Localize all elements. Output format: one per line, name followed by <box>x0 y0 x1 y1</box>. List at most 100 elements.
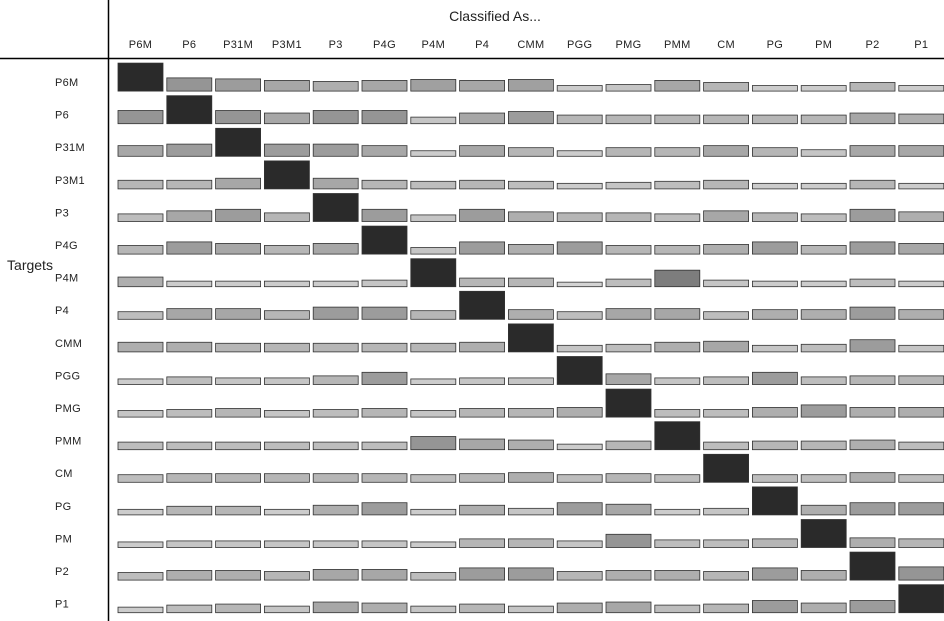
cell-pmg-cmm <box>507 408 554 418</box>
cell-p31m-p3m1 <box>263 143 310 157</box>
cell-pm-p4m <box>410 541 457 548</box>
cell-p4m-p3m1 <box>263 280 310 288</box>
cell-pg-p1 <box>898 502 944 516</box>
cell-p3-p4g <box>361 208 408 222</box>
cell-p6m-pm <box>800 85 847 92</box>
cell-p6-cm <box>703 114 749 125</box>
cell-p1-p2 <box>849 600 896 614</box>
cell-pm-cm <box>703 539 749 548</box>
cell-p6-p4 <box>459 112 506 125</box>
column-label-p4: P4 <box>475 39 489 51</box>
cell-p1-p3m1 <box>263 605 310 614</box>
cell-cm-p1 <box>898 474 944 483</box>
cell-p4-cm <box>703 311 749 320</box>
cell-pmg-pmg <box>605 388 652 418</box>
cell-cm-p3 <box>312 473 359 483</box>
cell-p3-pmm <box>654 213 701 222</box>
cell-p4m-pg <box>752 280 798 288</box>
cell-p6m-pmg <box>605 84 652 92</box>
cell-p4-p6m <box>117 311 164 320</box>
cell-cm-p4m <box>410 474 457 483</box>
cell-p3-p4 <box>459 208 506 222</box>
cell-cmm-p31m <box>215 342 262 353</box>
cell-p4g-p6 <box>166 241 213 255</box>
cell-p2-p3m1 <box>263 571 310 581</box>
cell-p3m1-p6 <box>166 179 213 190</box>
cell-pg-pmg <box>605 503 652 516</box>
cell-pmm-p6m <box>117 441 164 451</box>
row-label-pmm: PMM <box>55 436 82 448</box>
cell-pmm-p4 <box>459 438 506 451</box>
column-label-p2: P2 <box>865 39 879 51</box>
cell-p4-p3m1 <box>263 310 310 320</box>
cell-pgg-p2 <box>849 375 896 385</box>
cell-p2-cmm <box>507 567 554 581</box>
cell-p3-p4m <box>410 214 457 222</box>
cell-p4m-p4g <box>361 279 408 288</box>
cell-cmm-p1 <box>898 344 944 353</box>
cell-p6-pgg <box>556 114 603 125</box>
cell-p4m-p2 <box>849 278 896 288</box>
cell-pmm-p1 <box>898 441 944 451</box>
cell-p2-p1 <box>898 566 944 581</box>
cell-p2-pg <box>752 567 798 581</box>
cell-cmm-p3 <box>312 342 359 353</box>
column-label-pmg: PMG <box>616 39 642 51</box>
cell-p4g-pmg <box>605 245 652 255</box>
cell-p6-pg <box>752 114 798 125</box>
cell-p6m-pgg <box>556 85 603 92</box>
cell-p6-p6 <box>166 95 213 125</box>
cell-p4g-p4m <box>410 247 457 255</box>
cell-p4m-p1 <box>898 280 944 288</box>
cell-p2-p2 <box>849 551 896 581</box>
cell-pgg-p1 <box>898 375 944 385</box>
cell-p6-p3m1 <box>263 112 310 125</box>
cell-p4-p31m <box>215 308 262 320</box>
cell-p4m-pmg <box>605 278 652 288</box>
cell-p2-p4m <box>410 572 457 581</box>
cell-p4m-p6m <box>117 276 164 288</box>
cell-pmm-p2 <box>849 439 896 451</box>
cell-p3m1-p2 <box>849 179 896 190</box>
cell-pg-p4m <box>410 508 457 516</box>
cell-p6-pm <box>800 114 847 125</box>
cell-p1-p4m <box>410 605 457 614</box>
cell-p31m-p6 <box>166 143 213 157</box>
row-header: Targets <box>7 257 53 273</box>
cell-pg-p4g <box>361 502 408 516</box>
cell-p4m-p3 <box>312 280 359 288</box>
cell-cm-p2 <box>849 472 896 483</box>
cell-p6m-p4 <box>459 80 506 92</box>
cell-p4g-pm <box>800 245 847 255</box>
cell-p3m1-p1 <box>898 182 944 190</box>
cell-pmg-p1 <box>898 407 944 418</box>
cell-pgg-p6m <box>117 378 164 385</box>
cell-pm-p6m <box>117 541 164 548</box>
cell-p2-pgg <box>556 571 603 581</box>
cell-p6m-p2 <box>849 82 896 92</box>
cell-p3m1-pg <box>752 182 798 190</box>
cell-pmg-p4m <box>410 410 457 418</box>
cell-pg-p3m1 <box>263 508 310 516</box>
cell-p4g-p3m1 <box>263 245 310 255</box>
cell-p6m-p3 <box>312 81 359 92</box>
cell-pm-pg <box>752 538 798 548</box>
cell-p1-p4 <box>459 603 506 614</box>
cell-cmm-cmm <box>507 323 554 353</box>
cell-p6m-p3m1 <box>263 80 310 92</box>
cell-p6m-pg <box>752 85 798 92</box>
cell-p4g-p3 <box>312 243 359 255</box>
cell-p4g-pgg <box>556 241 603 255</box>
cell-pm-pmm <box>654 539 701 548</box>
cell-cm-p6m <box>117 474 164 483</box>
cell-p1-p1 <box>898 584 944 614</box>
cell-p6-p1 <box>898 113 944 125</box>
cell-pmm-p3 <box>312 441 359 451</box>
cell-pm-p3m1 <box>263 540 310 548</box>
cell-pg-p2 <box>849 502 896 516</box>
cell-p2-p4g <box>361 569 408 581</box>
cell-p2-pm <box>800 570 847 581</box>
cell-pg-p6m <box>117 508 164 516</box>
cell-cmm-p6 <box>166 341 213 353</box>
